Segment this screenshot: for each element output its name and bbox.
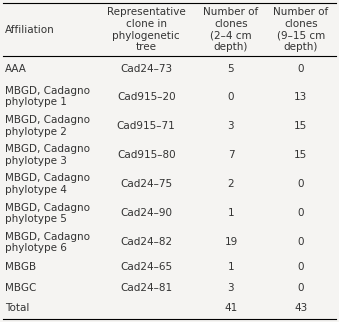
Text: 13: 13 xyxy=(294,92,307,102)
Text: MBGD, Cadagno
phylotype 5: MBGD, Cadagno phylotype 5 xyxy=(5,203,90,224)
Text: 0: 0 xyxy=(298,262,304,272)
Text: 0: 0 xyxy=(298,237,304,248)
Text: 3: 3 xyxy=(228,283,234,293)
Text: 7: 7 xyxy=(228,150,234,160)
Text: 15: 15 xyxy=(294,121,307,131)
Text: MBGD, Cadagno
phylotype 4: MBGD, Cadagno phylotype 4 xyxy=(5,173,90,195)
Text: Cad24–75: Cad24–75 xyxy=(120,179,172,189)
Text: MBGC: MBGC xyxy=(5,283,37,293)
Text: MBGD, Cadagno
phylotype 2: MBGD, Cadagno phylotype 2 xyxy=(5,115,90,137)
Text: 43: 43 xyxy=(294,304,307,314)
Text: 1: 1 xyxy=(228,262,234,272)
Text: 0: 0 xyxy=(298,64,304,74)
Text: Cad915–20: Cad915–20 xyxy=(117,92,176,102)
Text: 3: 3 xyxy=(228,121,234,131)
Text: Number of
clones
(9–15 cm
depth): Number of clones (9–15 cm depth) xyxy=(273,7,328,52)
Text: 0: 0 xyxy=(228,92,234,102)
Text: Representative
clone in
phylogenetic
tree: Representative clone in phylogenetic tre… xyxy=(107,7,186,52)
Text: 0: 0 xyxy=(298,179,304,189)
Text: Total: Total xyxy=(5,304,29,314)
Text: Affiliation: Affiliation xyxy=(5,25,55,35)
Text: MBGD, Cadagno
phylotype 1: MBGD, Cadagno phylotype 1 xyxy=(5,86,90,108)
Text: 1: 1 xyxy=(228,208,234,218)
Text: Cad915–80: Cad915–80 xyxy=(117,150,176,160)
Text: 15: 15 xyxy=(294,150,307,160)
Text: Cad24–90: Cad24–90 xyxy=(120,208,172,218)
Text: Cad24–82: Cad24–82 xyxy=(120,237,172,248)
Text: 41: 41 xyxy=(224,304,238,314)
Text: Cad24–81: Cad24–81 xyxy=(120,283,172,293)
Text: 0: 0 xyxy=(298,283,304,293)
Text: Cad24–73: Cad24–73 xyxy=(120,64,172,74)
Text: Cad24–65: Cad24–65 xyxy=(120,262,172,272)
Text: MBGD, Cadagno
phylotype 3: MBGD, Cadagno phylotype 3 xyxy=(5,144,90,166)
Text: Number of
clones
(2–4 cm
depth): Number of clones (2–4 cm depth) xyxy=(203,7,259,52)
Text: 0: 0 xyxy=(298,208,304,218)
Text: AAA: AAA xyxy=(5,64,27,74)
Text: MBGD, Cadagno
phylotype 6: MBGD, Cadagno phylotype 6 xyxy=(5,232,90,253)
Text: 2: 2 xyxy=(228,179,234,189)
Text: 5: 5 xyxy=(228,64,234,74)
Text: 19: 19 xyxy=(224,237,238,248)
Text: MBGB: MBGB xyxy=(5,262,36,272)
Text: Cad915–71: Cad915–71 xyxy=(117,121,176,131)
